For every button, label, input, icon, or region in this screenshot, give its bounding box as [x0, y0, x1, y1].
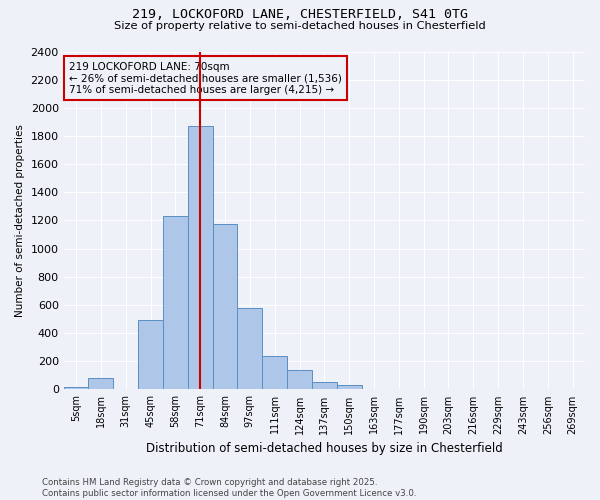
Bar: [212, 224, 238, 390]
Bar: [163, 216, 188, 390]
Bar: [312, 382, 337, 390]
Bar: [64, 388, 88, 390]
Bar: [262, 356, 287, 390]
Y-axis label: Number of semi-detached properties: Number of semi-detached properties: [15, 124, 25, 317]
Text: 219, LOCKOFORD LANE, CHESTERFIELD, S41 0TG: 219, LOCKOFORD LANE, CHESTERFIELD, S41 0…: [132, 8, 468, 20]
Bar: [287, 370, 312, 390]
X-axis label: Distribution of semi-detached houses by size in Chesterfield: Distribution of semi-detached houses by …: [146, 442, 503, 455]
Text: Size of property relative to semi-detached houses in Chesterfield: Size of property relative to semi-detach…: [114, 21, 486, 31]
Bar: [238, 308, 262, 390]
Bar: [188, 126, 212, 390]
Bar: [138, 320, 163, 390]
Bar: [337, 385, 362, 390]
Text: 219 LOCKOFORD LANE: 70sqm
← 26% of semi-detached houses are smaller (1,536)
71% : 219 LOCKOFORD LANE: 70sqm ← 26% of semi-…: [69, 62, 342, 95]
Bar: [88, 378, 113, 390]
Text: Contains HM Land Registry data © Crown copyright and database right 2025.
Contai: Contains HM Land Registry data © Crown c…: [42, 478, 416, 498]
